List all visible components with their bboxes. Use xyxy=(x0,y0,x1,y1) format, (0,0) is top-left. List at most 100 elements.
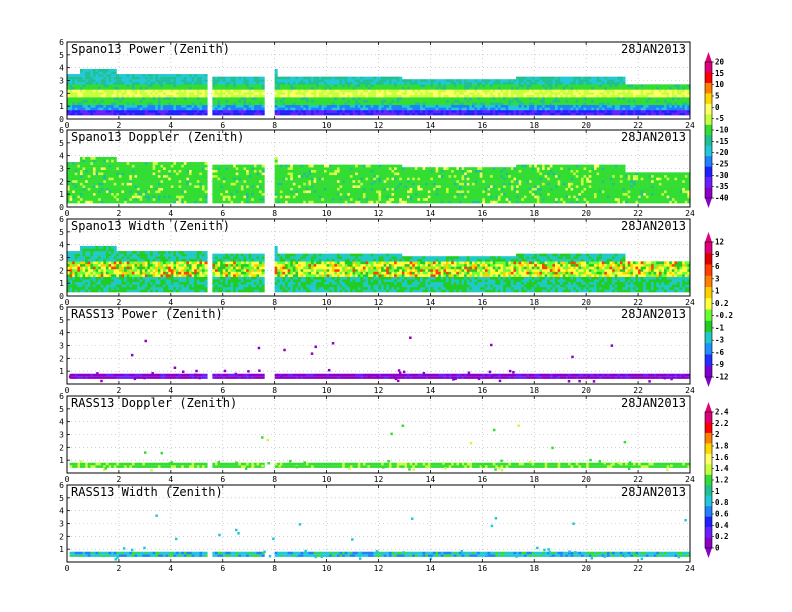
data-cell xyxy=(186,198,190,201)
data-cell xyxy=(111,156,115,160)
data-cell xyxy=(555,99,559,103)
data-cell xyxy=(495,102,499,106)
data-cell xyxy=(474,107,478,111)
data-cell xyxy=(105,156,109,160)
data-cell xyxy=(137,190,141,194)
data-cell xyxy=(365,107,369,111)
data-cell xyxy=(178,92,182,95)
data-cell xyxy=(466,86,470,90)
data-cell xyxy=(295,174,299,178)
data-cell xyxy=(422,81,426,85)
data-cell xyxy=(360,79,364,82)
data-cell xyxy=(287,187,291,191)
data-cell xyxy=(118,190,122,194)
data-cell xyxy=(388,110,392,113)
data-cell xyxy=(118,185,122,188)
data-cell xyxy=(92,107,96,111)
data-cell xyxy=(157,92,161,95)
data-cell xyxy=(98,107,102,111)
data-cell xyxy=(523,79,527,82)
data-cell xyxy=(562,92,566,95)
data-cell xyxy=(409,89,413,93)
data-cell xyxy=(298,107,302,111)
data-cell xyxy=(139,182,143,186)
data-cell xyxy=(599,107,603,111)
data-cell xyxy=(259,92,263,95)
data-cell xyxy=(549,112,553,116)
data-cell xyxy=(562,107,566,111)
data-cell xyxy=(87,92,91,95)
data-cell xyxy=(204,76,208,80)
data-cell xyxy=(339,89,343,93)
data-cell xyxy=(186,180,190,183)
data-cell xyxy=(588,97,592,100)
data-cell xyxy=(72,162,76,165)
data-cell xyxy=(129,187,133,191)
data-cell xyxy=(150,192,154,196)
data-cell xyxy=(430,110,434,113)
data-cell xyxy=(246,177,250,181)
data-cell xyxy=(230,174,234,178)
data-cell xyxy=(126,110,130,113)
data-cell xyxy=(72,104,76,108)
data-cell xyxy=(111,172,115,176)
data-cell xyxy=(144,174,148,178)
data-cell xyxy=(604,79,608,82)
data-cell xyxy=(562,76,566,80)
data-cell xyxy=(521,107,525,111)
data-cell xyxy=(453,81,457,85)
data-cell xyxy=(671,110,675,113)
data-cell xyxy=(92,76,96,80)
data-cell xyxy=(259,102,263,106)
data-cell xyxy=(176,192,180,196)
data-cell xyxy=(90,190,94,194)
data-cell xyxy=(111,200,115,204)
data-cell xyxy=(74,192,78,196)
data-cell xyxy=(526,107,530,111)
data-cell xyxy=(256,89,260,93)
data-cell xyxy=(305,86,309,90)
data-cell xyxy=(653,110,657,113)
data-cell xyxy=(445,89,449,93)
data-cell xyxy=(547,104,551,108)
data-cell xyxy=(645,99,649,103)
data-cell xyxy=(201,97,205,100)
data-cell xyxy=(100,110,104,113)
data-cell xyxy=(300,86,304,90)
data-cell xyxy=(375,97,379,100)
data-cell xyxy=(593,102,597,106)
data-cell xyxy=(583,86,587,90)
data-cell xyxy=(373,110,377,113)
data-cell xyxy=(220,172,224,176)
data-cell xyxy=(259,164,263,168)
data-cell xyxy=(144,81,148,85)
data-cell xyxy=(144,172,148,176)
data-cell xyxy=(313,112,317,116)
data-cell xyxy=(246,104,250,108)
data-cell xyxy=(155,177,159,181)
data-cell xyxy=(604,112,608,116)
data-cell xyxy=(682,104,686,108)
data-cell xyxy=(126,79,130,82)
data-cell xyxy=(414,84,418,88)
data-cell xyxy=(308,190,312,194)
data-cell xyxy=(497,97,501,100)
data-cell xyxy=(124,195,128,199)
data-cell xyxy=(225,99,229,103)
data-cell xyxy=(105,92,109,95)
data-cell xyxy=(308,192,312,196)
data-cell xyxy=(573,107,577,111)
data-cell xyxy=(261,110,265,113)
data-cell xyxy=(69,167,73,170)
data-cell xyxy=(259,177,263,181)
data-cell xyxy=(163,164,167,168)
data-cell xyxy=(160,167,164,170)
data-cell xyxy=(98,177,102,181)
data-cell xyxy=(150,76,154,80)
data-cell xyxy=(336,110,340,113)
data-cell xyxy=(386,99,390,103)
data-cell xyxy=(573,84,577,88)
data-cell xyxy=(313,192,317,196)
data-cell xyxy=(285,172,289,176)
data-cell xyxy=(604,99,608,103)
